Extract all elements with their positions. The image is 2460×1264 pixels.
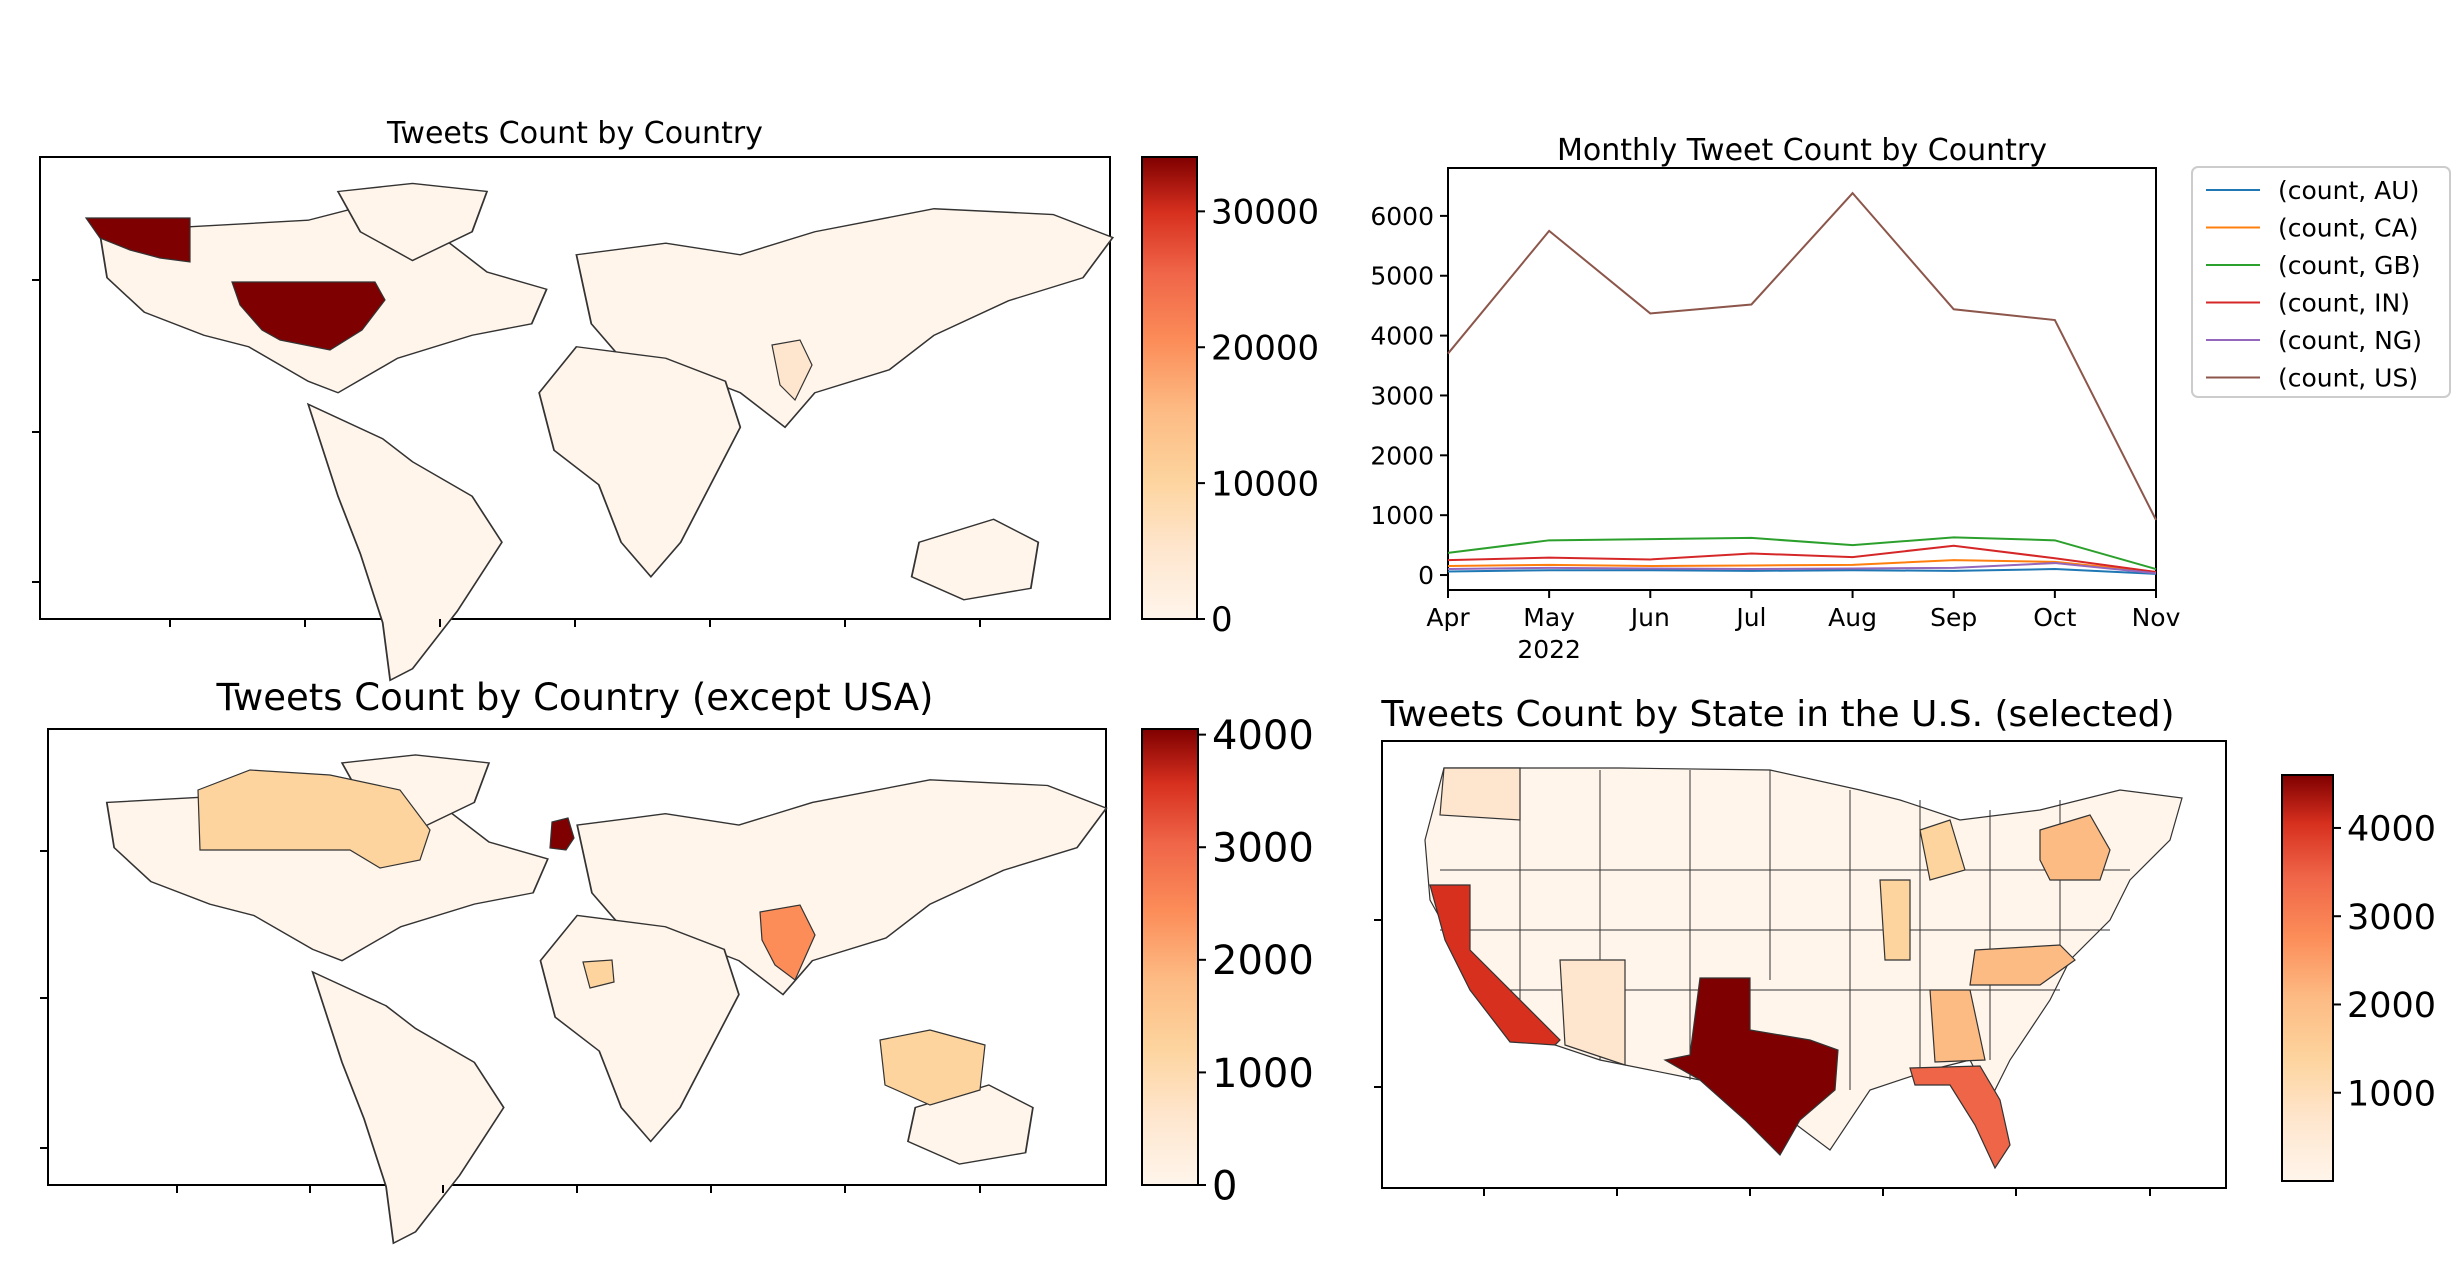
colorbar-tick-label: 1000 [1212, 1051, 1314, 1097]
panel3-region-au [879, 1029, 986, 1106]
panel1-colorbar [1141, 156, 1198, 620]
x-year-label: 2022 [1517, 635, 1581, 664]
series-line [1447, 562, 2157, 575]
y-tick-label: 2000 [1370, 441, 1434, 470]
panel1-title: Tweets Count by Country [386, 116, 763, 151]
x-tick-label: Nov [2132, 603, 2181, 632]
panel1-ticks [32, 279, 981, 627]
legend-label: (count, IN) [2278, 289, 2410, 318]
panel2-axes-frame [1447, 167, 2157, 591]
panel2-x-ticks: Apr May Jun Jul Aug Sep Oct Nov 2022 [1426, 590, 2181, 664]
y-tick-label: 5000 [1370, 262, 1434, 291]
panel3-title: Tweets Count by Country (except USA) [215, 676, 933, 719]
panel4-region-wa [1439, 767, 1521, 821]
x-tick-label: Oct [2033, 603, 2076, 632]
colorbar-tick-label: 0 [1212, 1163, 1237, 1209]
panel-us-states-map: Tweets Count by State in the U.S. (selec… [1374, 694, 2436, 1196]
panel4-region-fl [1909, 1065, 2011, 1170]
legend-label: (count, AU) [2278, 176, 2419, 205]
panel4-colorbar-ticks: 1000 2000 3000 4000 [2333, 810, 2436, 1114]
panel4-region-ca [1429, 884, 1561, 1046]
panel-world-map-except-usa: Tweets Count by Country (except USA) 0 10… [40, 676, 1314, 1245]
panel-line-chart: Monthly Tweet Count by Country 0 1000 2000… [1370, 133, 2451, 664]
series-line [1447, 191, 2157, 521]
colorbar-tick-label: 10000 [1211, 464, 1319, 504]
legend-label: (count, NG) [2278, 326, 2422, 355]
x-tick-label: Sep [1930, 603, 1977, 632]
panel4-region-tx [1663, 977, 1839, 1156]
series-line [1447, 536, 2157, 571]
colorbar-tick-label: 20000 [1211, 328, 1319, 368]
legend-label: (count, GB) [2278, 251, 2420, 280]
colorbar-tick-label: 2000 [2347, 986, 2436, 1026]
panel3-region-ng [582, 959, 615, 989]
colorbar-tick-label: 0 [1211, 600, 1233, 640]
panel4-region-ga [1929, 989, 1986, 1063]
legend-label: (count, CA) [2278, 214, 2419, 243]
panel3-region-in [759, 904, 816, 981]
x-tick-label: May [1523, 603, 1575, 632]
panel2-y-ticks: 0 1000 2000 3000 4000 5000 6000 [1370, 202, 1448, 590]
panel3-colorbar [1141, 728, 1199, 1186]
colorbar-tick-label: 4000 [2347, 810, 2436, 850]
panel1-region-us [231, 281, 386, 351]
panel4-region-az [1559, 959, 1626, 1066]
y-tick-label: 1000 [1370, 501, 1434, 530]
panel4-region-il [1879, 879, 1911, 961]
x-tick-label: Apr [1426, 603, 1470, 632]
series-line [1447, 559, 2157, 574]
panel4-region-mi [1919, 819, 1966, 881]
panel4-region-ny [2039, 814, 2111, 881]
panel2-title: Monthly Tweet Count by Country [1557, 133, 2047, 168]
panel4-colorbar [2281, 774, 2334, 1182]
panel2-series [1447, 191, 2157, 575]
colorbar-tick-label: 3000 [1212, 826, 1314, 872]
panel1-colorbar-ticks: 0 10000 20000 30000 [1197, 193, 1319, 640]
x-tick-label: Jul [1734, 603, 1766, 632]
colorbar-tick-label: 30000 [1211, 193, 1319, 233]
panel1-region-in [771, 339, 813, 402]
panel4-ticks [1374, 919, 2151, 1196]
x-tick-label: Jun [1629, 603, 1670, 632]
legend-label: (count, US) [2278, 364, 2418, 393]
panel1-region-alaska [84, 217, 191, 263]
colorbar-tick-label: 3000 [2347, 898, 2436, 938]
y-tick-label: 0 [1418, 561, 1434, 590]
panel3-ticks [40, 850, 981, 1193]
y-tick-label: 6000 [1370, 202, 1434, 231]
colorbar-tick-label: 2000 [1212, 938, 1314, 984]
panel2-legend: (count, AU) (count, CA) (count, GB) (count,… [2191, 166, 2451, 398]
series-line [1447, 544, 2157, 574]
y-tick-label: 3000 [1370, 381, 1434, 410]
panel4-title: Tweets Count by State in the U.S. (selec… [1380, 694, 2174, 735]
colorbar-tick-label: 4000 [1212, 713, 1314, 759]
panel3-region-ca [197, 769, 431, 869]
series-line [1447, 568, 2157, 575]
panel4-region-nc [1969, 944, 2076, 986]
x-tick-label: Aug [1828, 603, 1877, 632]
y-tick-label: 4000 [1370, 322, 1434, 351]
colorbar-tick-label: 1000 [2347, 1074, 2436, 1114]
panel3-colorbar-ticks: 0 1000 2000 3000 4000 [1198, 713, 1314, 1209]
panel3-region-gb [549, 817, 575, 851]
panel-world-map: Tweets Count by Country 0 10000 20000 30000 [32, 116, 1319, 682]
